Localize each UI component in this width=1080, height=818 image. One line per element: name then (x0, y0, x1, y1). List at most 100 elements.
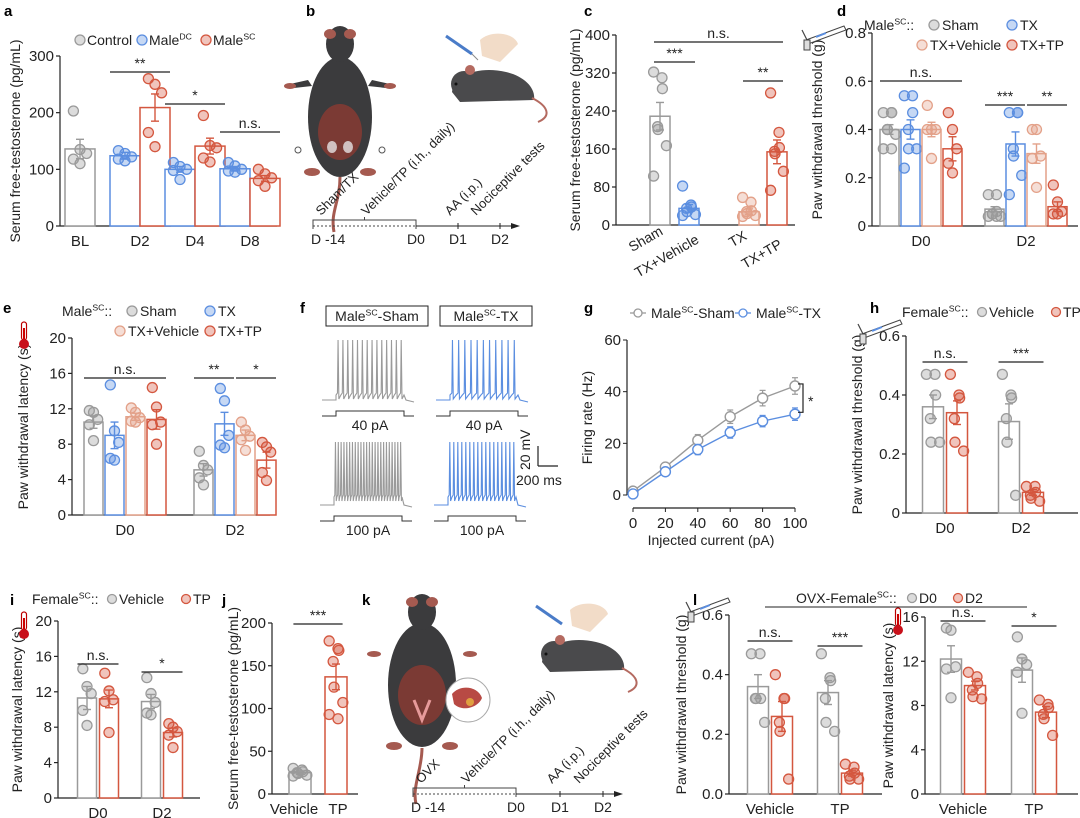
y-tick-label: 16 (35, 648, 52, 665)
x-tick-label: BL (71, 233, 89, 250)
data-point (886, 106, 898, 119)
data-point (265, 172, 278, 184)
legend-marker (200, 34, 212, 46)
data-point (235, 163, 248, 175)
y-tick-label: 300 (29, 48, 54, 65)
current-step (434, 515, 526, 522)
voltage-trace (434, 441, 527, 508)
legend-label: Vehicle (119, 591, 164, 607)
thermometer-icon (893, 607, 903, 635)
data-point (155, 87, 168, 99)
legend-marker (952, 592, 964, 604)
panel-label-k: k (362, 592, 371, 609)
filament-tip (699, 604, 711, 610)
current-step (320, 515, 412, 522)
y-tick-label: 0 (858, 218, 866, 235)
legend-marker (180, 593, 192, 605)
bar (945, 411, 969, 514)
timeline-tick-label: D -14 (411, 799, 445, 815)
x-tick-label: D4 (185, 233, 204, 250)
bar (939, 658, 963, 795)
significance-label: *** (832, 629, 849, 645)
data-point (929, 368, 941, 381)
legend-marker (106, 593, 118, 605)
data-point (777, 165, 790, 177)
data-point (692, 443, 704, 456)
data-point (145, 709, 157, 721)
y-tick-label: 0.8 (845, 25, 866, 42)
legend-label: Sham (140, 303, 177, 319)
data-point (104, 379, 116, 391)
data-point (323, 708, 335, 721)
panel-label-i: i (10, 592, 14, 609)
data-point (149, 78, 161, 90)
chart-panel-i: 0 4 8 12 16 20 Paw withdrawal latency (s) D0 D2 n… (9, 591, 211, 818)
data-point (87, 435, 100, 447)
x-tick-label: D0 (88, 805, 107, 818)
timeline-tick-label: D0 (507, 799, 525, 815)
data-point (1016, 707, 1028, 719)
significance-label: n.s. (910, 64, 933, 80)
y-tick-label: 160 (585, 141, 610, 158)
data-point (222, 156, 235, 169)
data-point (83, 419, 95, 431)
data-point (197, 152, 210, 164)
y-tick-label: 0.4 (879, 387, 900, 404)
data-point (820, 716, 832, 729)
significance-label: n.s. (239, 115, 262, 131)
data-point (99, 667, 111, 679)
data-point (301, 769, 313, 781)
y-axis-label: Paw withdrawal latency (s) (15, 344, 31, 510)
data-point (789, 380, 801, 392)
legend-marker (136, 34, 148, 46)
data-point (898, 162, 910, 174)
y-tick-label: 4 (911, 742, 919, 759)
data-point (815, 648, 828, 660)
legend-label: TP (1063, 304, 1080, 320)
bar (125, 416, 146, 516)
y-tick-label: 20 (35, 613, 52, 630)
von-frey-filament-icon (801, 25, 847, 51)
significance-label: n.s. (87, 647, 110, 663)
data-point (949, 661, 962, 673)
data-point (656, 83, 669, 95)
y-tick-label: 20 (604, 435, 621, 452)
data-point (99, 695, 111, 708)
y-tick-label: 0.4 (845, 122, 866, 139)
data-point (149, 696, 161, 709)
data-point (967, 691, 979, 703)
y-axis-label: Paw withdrawal threshold (g) (809, 40, 825, 220)
thermometer-bulb (19, 339, 29, 349)
filament-grip (859, 333, 867, 345)
significance-label: ** (758, 64, 769, 80)
y-axis-label: Serum free-testosterone (pg/mL) (225, 607, 241, 810)
panel-f-traces: MaleSC-Sham MaleSC-TX 40 pA 40 pA 100 pA 100 … (320, 305, 562, 538)
data-point (736, 210, 749, 223)
series-line (632, 413, 796, 495)
data-point (656, 72, 668, 84)
significance-label: ** (1042, 88, 1053, 104)
x-tick-label: Vehicle (270, 801, 318, 818)
data-point (745, 648, 758, 660)
timeline-bracket (312, 219, 417, 229)
significance-label: *** (997, 88, 1014, 104)
panel-label-d: d (837, 3, 846, 20)
voltage-trace (436, 339, 529, 403)
significance-label: n.s. (114, 361, 137, 377)
data-point (287, 770, 299, 782)
von-frey-filament-icon (857, 319, 903, 345)
data-point (946, 167, 959, 179)
timeline-event-label: Nociceptive tests (468, 138, 548, 218)
legend-label: D0 (919, 590, 937, 606)
data-point (782, 773, 795, 785)
y-axis-label: Paw withdrawal latency (s) (880, 623, 896, 789)
y-tick-label: 0.6 (845, 73, 866, 90)
data-point (142, 126, 155, 139)
data-point (754, 648, 766, 660)
chart-panel-e: 0 4 8 12 16 20 Paw withdrawal latency (s) D0 D2 n… (15, 303, 277, 539)
series-line (632, 385, 796, 492)
data-point (1033, 694, 1046, 706)
bar (1010, 669, 1034, 795)
y-tick-label: 8 (58, 436, 66, 453)
